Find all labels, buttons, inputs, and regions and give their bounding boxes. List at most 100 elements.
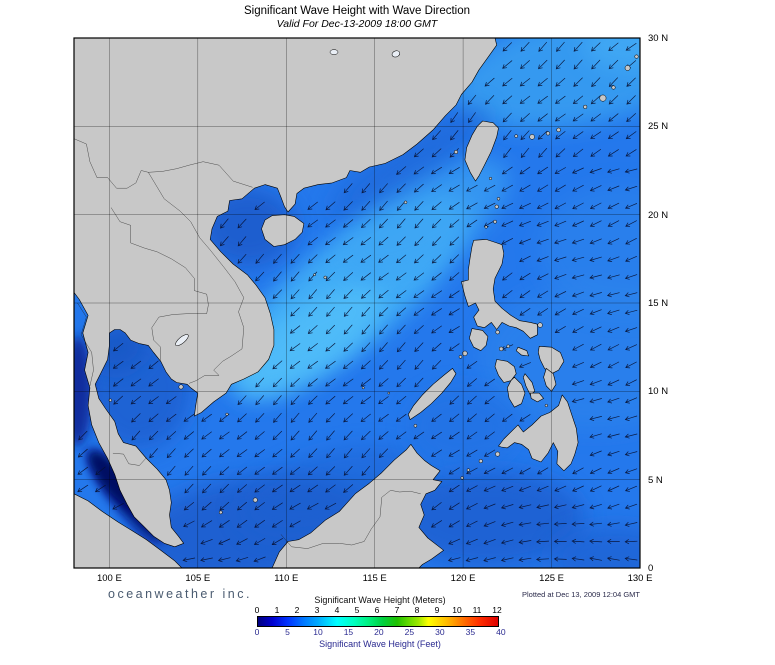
islet — [599, 94, 607, 102]
land-bohol — [530, 392, 544, 403]
legend-meters-label: Significant Wave Height (Meters) — [314, 595, 446, 605]
islet — [387, 391, 391, 395]
x-tick-label: 105 E — [185, 573, 211, 584]
land-mindanao — [498, 394, 579, 472]
y-tick-label: 10 N — [648, 386, 669, 398]
islet — [529, 134, 535, 140]
legend-feet-tick: 35 — [465, 627, 476, 637]
wave-height-shade — [339, 158, 510, 279]
islet — [361, 386, 365, 390]
wave-direction-arrows — [77, 41, 638, 563]
wave-height-shade — [550, 525, 640, 568]
legend-meters-tick: 4 — [334, 605, 340, 615]
wave-height-shade — [454, 38, 640, 129]
lake — [175, 334, 189, 346]
islet — [403, 200, 408, 204]
x-tick-label: 120 E — [450, 573, 476, 584]
x-tick-label: 110 E — [274, 573, 299, 584]
x-tick-label: 125 E — [539, 573, 564, 584]
wave-height-shade — [537, 185, 640, 315]
legend-feet-tick: 40 — [496, 627, 506, 637]
islet — [506, 344, 510, 349]
islet — [252, 497, 258, 503]
legend-meters-tick: 8 — [414, 605, 420, 615]
islet — [225, 412, 229, 416]
legend-feet-ticks: 0 5 10 15 20 25 30 35 40 — [247, 627, 513, 638]
y-tick-label: 5 N — [648, 474, 663, 486]
legend-colorbar — [257, 616, 499, 627]
legend-meters-tick: 3 — [314, 605, 320, 615]
legend-feet-tick: 5 — [285, 627, 290, 637]
legend-meters-tick: 7 — [394, 605, 400, 615]
x-tick-label: 130 E — [627, 573, 653, 584]
islet — [478, 459, 483, 464]
islet — [498, 346, 504, 352]
land-mindoro — [469, 328, 489, 351]
islet — [493, 219, 497, 224]
x-tick-label: 100 E — [96, 573, 122, 584]
y-tick-label: 30 N — [648, 33, 669, 44]
wave-height-shade — [582, 38, 640, 71]
wave-height-shade — [236, 285, 382, 399]
islet — [556, 127, 561, 133]
islet — [494, 204, 499, 209]
country-border — [280, 490, 421, 549]
islet — [624, 65, 631, 71]
country-border — [148, 172, 245, 384]
islet — [496, 197, 501, 201]
islet — [458, 355, 463, 359]
islet — [462, 350, 468, 357]
legend-meters-tick: 1 — [274, 605, 280, 615]
islet — [178, 384, 184, 390]
country-border — [110, 207, 209, 314]
islet — [484, 225, 488, 229]
land-borneo — [271, 444, 444, 568]
legend-feet-tick: 10 — [313, 627, 323, 637]
country-border — [77, 302, 94, 387]
wave-direction-arrows-layer — [77, 41, 638, 563]
islet — [544, 403, 548, 408]
country-border — [151, 313, 207, 361]
lake — [329, 49, 339, 55]
land-masbate — [515, 346, 529, 357]
islet — [413, 424, 418, 428]
lake — [391, 50, 401, 58]
land-taiwan — [464, 120, 499, 182]
islet — [453, 149, 459, 155]
branding-oceanweather: oceanweather inc. — [108, 587, 252, 601]
legend-feet-tick: 20 — [374, 627, 384, 637]
islet — [545, 131, 551, 136]
islet — [634, 54, 639, 59]
land-samar — [538, 346, 565, 374]
legend-meters-tick: 6 — [374, 605, 380, 615]
legend-meters-tick: 11 — [472, 605, 482, 615]
figure-subtitle: Valid For Dec-13-2009 18:00 GMT — [276, 18, 438, 30]
plotted-at-label: Plotted at Dec 13, 2009 12:04 GMT — [522, 590, 640, 599]
legend-meters-tick: 9 — [434, 605, 440, 615]
legend-feet-tick: 0 — [254, 627, 260, 637]
land-cebu — [523, 373, 536, 396]
land-hainan — [261, 214, 305, 247]
land-negros — [507, 376, 526, 408]
land-sumatra — [74, 493, 183, 568]
islet — [488, 176, 493, 181]
land-asia_mainland — [74, 38, 497, 548]
islet — [495, 330, 500, 335]
land-palawan — [408, 368, 457, 420]
x-tick-label: 115 E — [362, 573, 387, 584]
land-luzon — [461, 239, 538, 339]
islet — [514, 134, 518, 138]
legend-feet-tick: 15 — [343, 627, 354, 637]
legend-meters-tick: 5 — [354, 605, 360, 615]
legend-meters-ticks: 0 1 2 3 4 5 6 7 8 9 10 11 12 — [247, 605, 513, 616]
islet — [537, 322, 543, 328]
y-tick-label: 20 N — [648, 209, 669, 221]
islet — [495, 451, 501, 457]
islet — [313, 273, 316, 277]
islet — [323, 275, 327, 280]
islet — [466, 468, 471, 472]
legend-meters-tick: 0 — [254, 605, 260, 615]
islet — [218, 510, 223, 515]
